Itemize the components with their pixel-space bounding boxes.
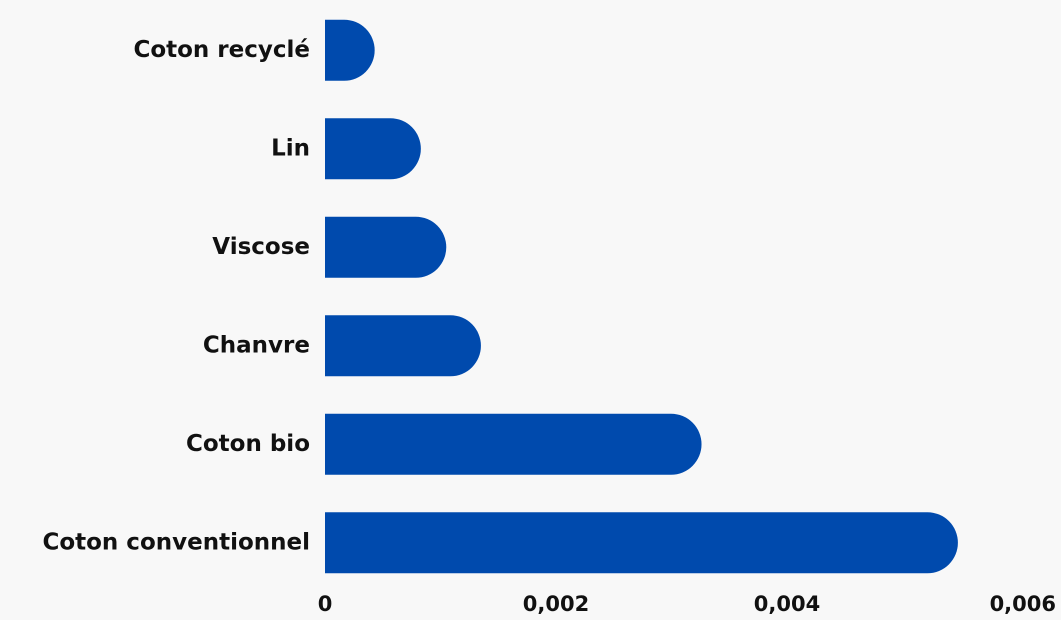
bar [325,413,702,475]
bar [325,216,447,278]
y-tick-label: Coton conventionnel [42,529,310,555]
x-tick-label: 0,006 [990,592,1056,616]
y-tick-label: Viscose [212,234,310,260]
bar [325,19,375,81]
bar [325,118,421,180]
x-tick-label: 0,004 [754,592,820,616]
x-tick-label: 0,002 [523,592,589,616]
bar [325,315,481,377]
y-tick-label: Coton bio [186,431,310,457]
bar [325,512,958,574]
x-tick-label: 0 [318,592,333,616]
y-tick-label: Lin [271,135,310,161]
y-tick-label: Chanvre [203,332,310,358]
y-tick-label: Coton recyclé [133,37,310,63]
